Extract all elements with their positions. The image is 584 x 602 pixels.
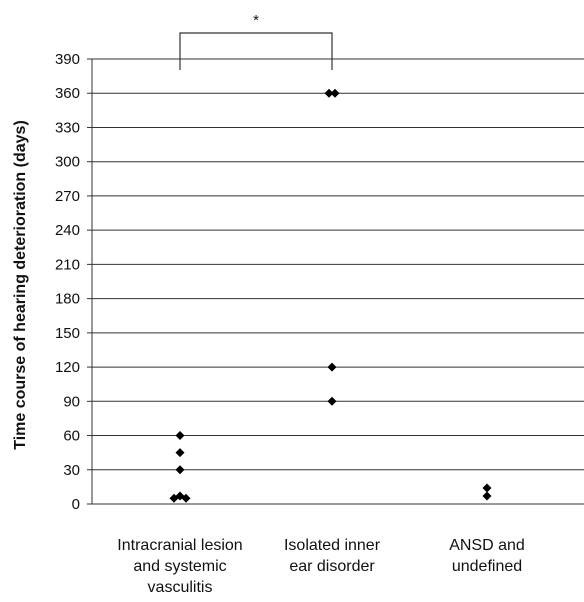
y-tick-label: 180 bbox=[55, 291, 80, 308]
significance-bracket: * bbox=[179, 12, 333, 70]
y-tick-label: 240 bbox=[55, 222, 80, 239]
y-tick-label: 90 bbox=[63, 393, 80, 410]
y-axis-ticks: 0 30 60 90 120 150 180 210 240 270 300 330 360 390 bbox=[55, 51, 92, 513]
y-axis-title: Time course of hearing deterioration (da… bbox=[12, 120, 29, 450]
data-point-diamond bbox=[330, 88, 340, 98]
category-label-line: Isolated inner bbox=[284, 537, 381, 554]
y-tick-label: 150 bbox=[55, 325, 80, 342]
data-point-diamond bbox=[482, 483, 492, 493]
y-tick-label: 30 bbox=[63, 462, 80, 479]
y-tick-label: 360 bbox=[55, 85, 80, 102]
y-tick-label: 390 bbox=[55, 51, 80, 68]
category-label-line: ear disorder bbox=[289, 558, 375, 575]
data-point-diamond bbox=[175, 465, 185, 475]
data-point-diamond bbox=[175, 448, 185, 458]
y-tick-label: 60 bbox=[63, 428, 80, 445]
data-point-diamond bbox=[327, 362, 337, 372]
category-label: Intracranial lesion and systemic vasculiti… bbox=[117, 537, 242, 596]
category-labels: Intracranial lesion and systemic vasculiti… bbox=[117, 537, 525, 596]
category-label: ANSD and undefined bbox=[449, 537, 525, 575]
y-tick-label: 270 bbox=[55, 188, 80, 205]
y-tick-label: 0 bbox=[72, 496, 80, 513]
significance-star: * bbox=[253, 12, 259, 29]
category-label-line: ANSD and bbox=[449, 537, 525, 554]
grid-lines bbox=[92, 58, 584, 471]
category-label-line: and systemic bbox=[133, 558, 226, 575]
data-point-diamond bbox=[324, 88, 334, 98]
data-point-diamond bbox=[327, 396, 337, 406]
data-point-diamond bbox=[482, 491, 492, 501]
y-tick-label: 210 bbox=[55, 256, 80, 273]
y-tick-label: 300 bbox=[55, 154, 80, 171]
category-label-line: Intracranial lesion bbox=[117, 537, 242, 554]
category-label-line: vasculitis bbox=[148, 579, 213, 596]
y-tick-label: 330 bbox=[55, 119, 80, 136]
category-label: Isolated inner ear disorder bbox=[284, 537, 381, 575]
y-tick-label: 120 bbox=[55, 359, 80, 376]
axes bbox=[91, 59, 584, 505]
data-point-diamond bbox=[175, 431, 185, 441]
significance-bracket-line bbox=[179, 32, 333, 70]
data-points bbox=[169, 88, 492, 503]
category-label-line: undefined bbox=[452, 558, 522, 575]
data-point-diamond bbox=[181, 493, 191, 503]
